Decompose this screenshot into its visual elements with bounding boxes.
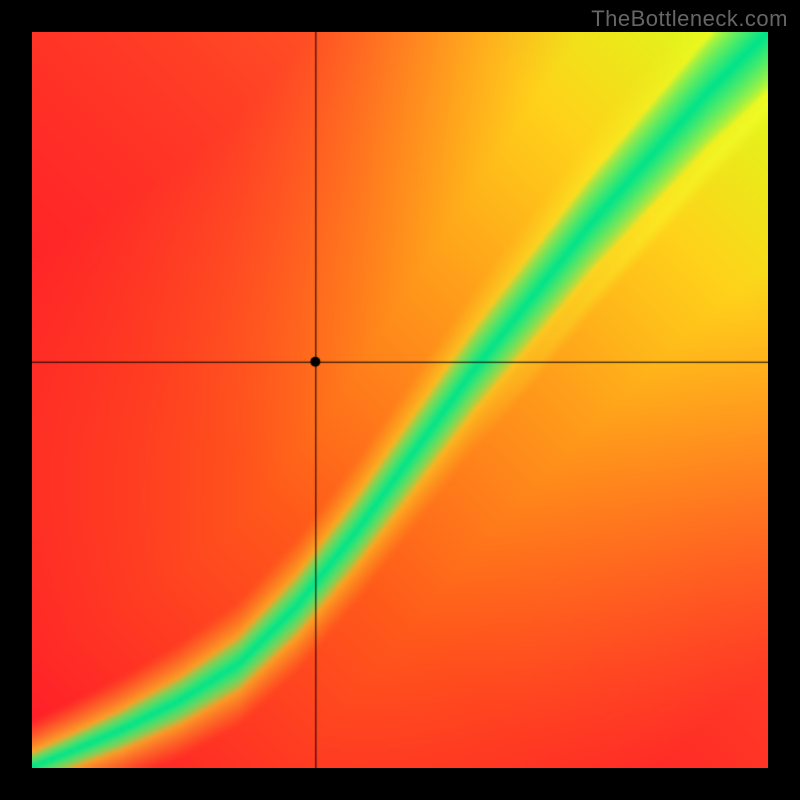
bottleneck-heatmap	[32, 32, 768, 768]
watermark-text: TheBottleneck.com	[591, 6, 788, 32]
